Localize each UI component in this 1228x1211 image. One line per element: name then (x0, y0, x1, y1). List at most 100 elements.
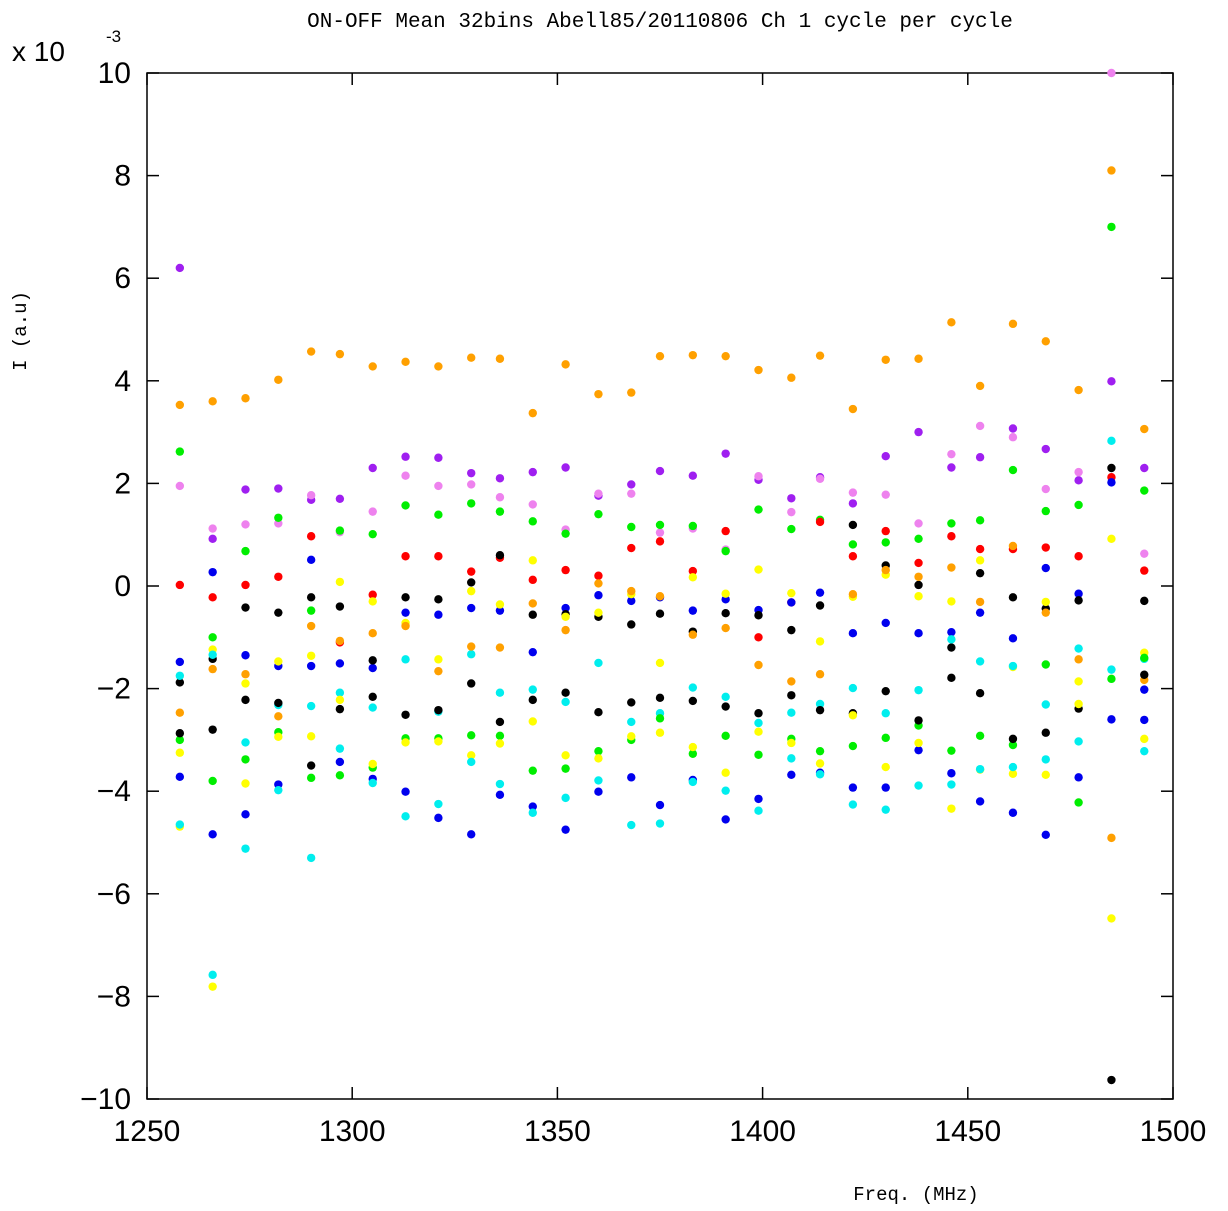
data-point (787, 677, 796, 686)
data-point (467, 757, 476, 767)
data-point (1140, 486, 1149, 495)
data-point (434, 552, 443, 561)
data-point (627, 522, 636, 532)
data-point (561, 529, 570, 538)
data-point (721, 449, 730, 458)
y-tick-label: 0 (114, 570, 131, 603)
data-point (1041, 728, 1050, 737)
data-point (1140, 670, 1149, 679)
data-point (1107, 674, 1116, 684)
data-point (848, 499, 858, 508)
data-point (1107, 534, 1116, 544)
data-point (1074, 596, 1083, 605)
data-point (335, 757, 345, 767)
data-point (241, 485, 250, 494)
data-point (241, 779, 250, 788)
data-point (815, 601, 825, 610)
data-point (241, 546, 250, 556)
data-point (688, 742, 698, 752)
data-point (368, 692, 377, 702)
data-point (495, 507, 505, 516)
data-point (495, 493, 505, 502)
data-point (914, 716, 923, 725)
y-tick-label: 6 (114, 262, 131, 295)
data-point (947, 804, 956, 813)
data-point (754, 660, 763, 670)
data-point (721, 589, 730, 598)
data-point (306, 621, 316, 631)
data-point (274, 375, 283, 384)
data-point (528, 717, 537, 726)
data-point (881, 565, 890, 575)
data-point (335, 494, 345, 503)
y-axis-label: I (a.u) (10, 291, 32, 371)
data-point (754, 365, 763, 375)
data-point (335, 526, 345, 535)
data-point (594, 776, 603, 785)
data-point (1107, 222, 1116, 232)
data-point (434, 453, 443, 462)
data-point (947, 563, 956, 572)
data-point (1041, 770, 1050, 779)
data-point (401, 655, 410, 664)
data-point (467, 567, 476, 576)
data-point (975, 657, 985, 666)
data-point (655, 537, 665, 546)
data-point (1107, 68, 1116, 78)
data-point (1008, 808, 1018, 817)
data-point (335, 349, 345, 359)
data-point (1041, 597, 1050, 607)
data-point (175, 678, 185, 687)
data-point (208, 524, 217, 533)
data-point (208, 397, 217, 406)
data-point (401, 787, 410, 796)
data-point (241, 679, 250, 688)
data-point (1041, 608, 1050, 617)
data-point (848, 628, 858, 638)
data-point (787, 373, 796, 382)
data-point (754, 611, 763, 620)
y-scale-factor: x 10 -3 (12, 27, 121, 67)
data-point (1107, 478, 1116, 487)
x-tick-label: 1250 (114, 1115, 181, 1148)
data-point (1008, 634, 1018, 643)
data-point (1041, 563, 1050, 573)
data-point (627, 820, 636, 830)
data-point (1008, 319, 1018, 329)
data-point (1107, 715, 1116, 724)
data-point (335, 695, 345, 705)
data-point (688, 471, 698, 480)
data-point (335, 636, 345, 646)
data-point (528, 610, 537, 619)
data-point (688, 696, 698, 706)
data-point (241, 755, 250, 764)
data-point (241, 394, 250, 403)
data-point (401, 608, 410, 617)
data-point (721, 702, 730, 711)
chart-title: ON-OFF Mean 32bins Abell85/20110806 Ch 1… (307, 11, 1013, 34)
data-point (914, 738, 923, 748)
data-point (881, 526, 890, 536)
data-point (655, 528, 665, 537)
data-point (528, 808, 537, 817)
data-point (947, 780, 956, 789)
data-point (975, 516, 985, 525)
data-point (1074, 500, 1083, 510)
data-point (594, 787, 603, 796)
data-point (434, 655, 443, 664)
data-point (368, 663, 377, 673)
data-point (947, 769, 956, 778)
data-point (1074, 655, 1083, 664)
y-tick-label: 10 (98, 57, 131, 90)
data-point (627, 596, 636, 606)
data-point (655, 592, 665, 601)
data-point (787, 625, 796, 635)
data-point (815, 637, 825, 646)
data-point (947, 746, 956, 755)
data-point (175, 447, 185, 456)
data-point (495, 600, 505, 609)
data-point (467, 642, 476, 651)
data-point (848, 520, 858, 530)
data-point (1140, 596, 1149, 606)
data-point (787, 598, 796, 607)
